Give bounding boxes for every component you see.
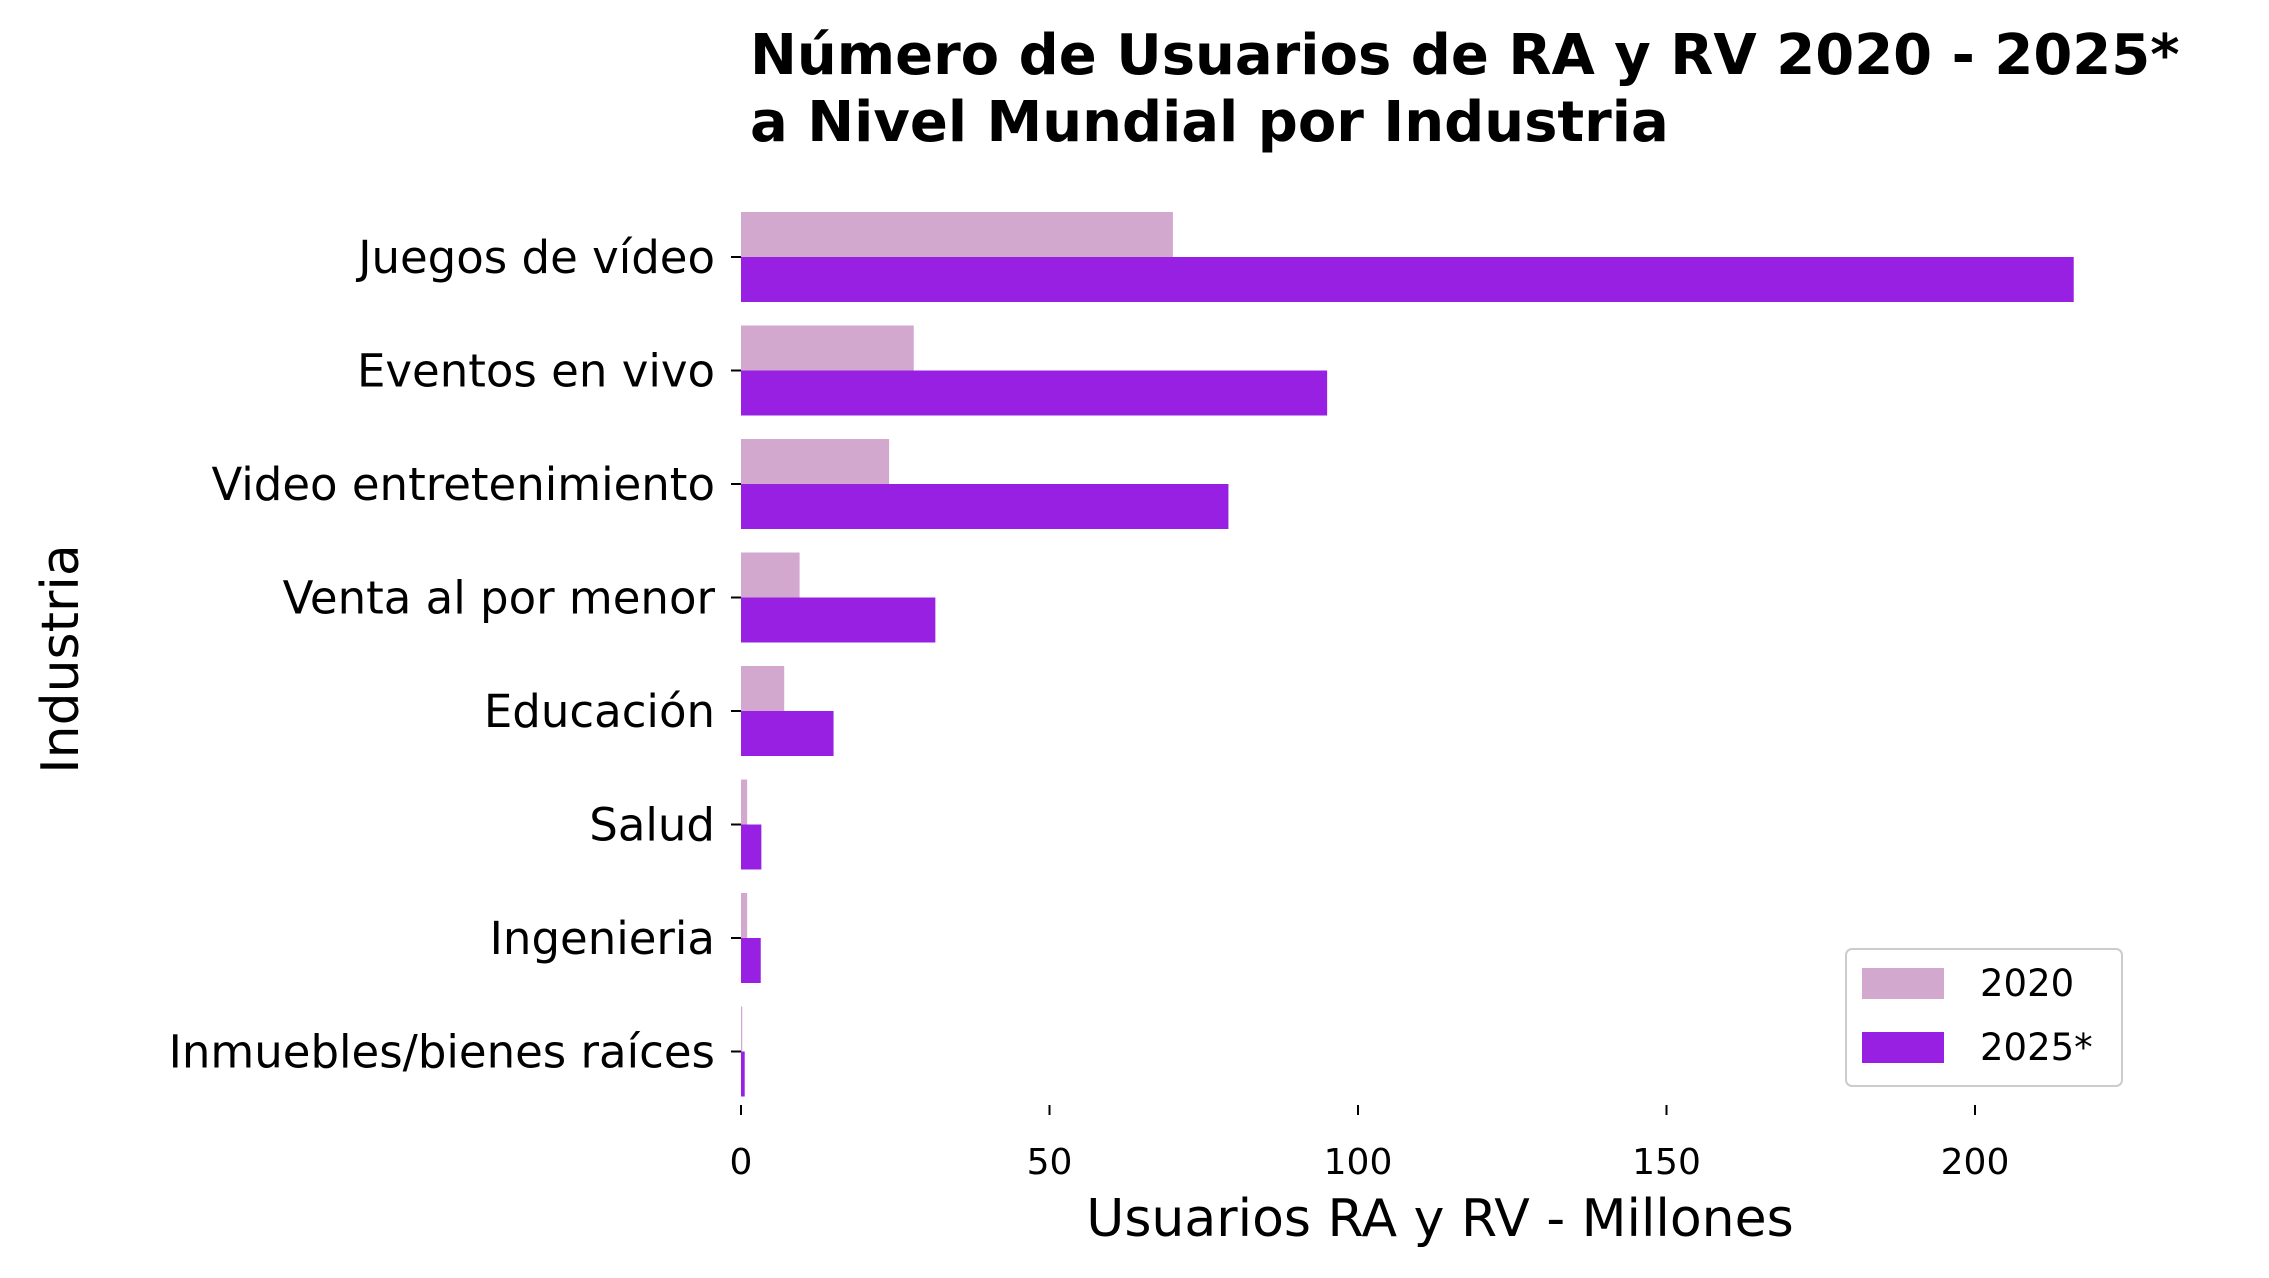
category-label: Video entretenimiento <box>211 458 715 511</box>
legend-label: 2020 <box>1980 962 2074 1005</box>
bar-2020-6 <box>741 893 748 938</box>
bar-2025-5 <box>741 824 762 870</box>
legend-swatch <box>1862 1032 1944 1063</box>
bar-2025-1 <box>741 370 1328 416</box>
bar-2020-1 <box>741 325 914 371</box>
x-axis-label: Usuarios RA y RV - Millones <box>1086 1189 1793 1249</box>
bar-2025-7 <box>741 1051 745 1097</box>
x-tick-label: 100 <box>1324 1142 1393 1183</box>
legend: 2020 2025* <box>1845 948 2123 1087</box>
chart-title: Número de Usuarios de RA y RV 2020 - 202… <box>750 23 2180 155</box>
bar-2025-4 <box>741 711 834 756</box>
x-tick-label: 50 <box>1027 1142 1073 1183</box>
x-tick-label: 200 <box>1941 1142 2010 1183</box>
chart-title-line-2: a Nivel Mundial por Industria <box>750 90 1669 155</box>
bar-2020-3 <box>741 552 800 598</box>
bar-2020-7 <box>741 1006 743 1052</box>
bar-2020-0 <box>741 212 1173 257</box>
bar-2025-3 <box>741 597 936 643</box>
bar-2020-4 <box>741 666 785 711</box>
legend-swatch <box>1862 968 1944 999</box>
category-label: Juegos de vídeo <box>355 231 715 284</box>
y-axis-label: Industria <box>31 544 91 773</box>
x-tick-label: 150 <box>1632 1142 1701 1183</box>
category-label: Educación <box>484 685 715 738</box>
category-label: Eventos en vivo <box>357 345 715 398</box>
category-label: Venta al por menor <box>283 572 716 625</box>
bar-2020-5 <box>741 779 748 825</box>
bar-2020-2 <box>741 439 890 484</box>
x-axis: 0 50 100 150 200 <box>730 1105 2010 1183</box>
category-label: Inmuebles/bienes raíces <box>169 1026 715 1079</box>
category-label: Salud <box>589 799 715 852</box>
category-label: Ingenieria <box>490 912 715 965</box>
bar-2025-6 <box>741 938 761 983</box>
legend-label: 2025* <box>1980 1026 2093 1069</box>
y-axis: Juegos de vídeo Eventos en vivo Video entr… <box>169 231 741 1079</box>
plot-area <box>741 212 2074 1097</box>
chart-title-line-1: Número de Usuarios de RA y RV 2020 - 202… <box>750 23 2180 88</box>
bar-2025-2 <box>741 484 1229 529</box>
bar-2025-0 <box>741 257 2074 302</box>
x-tick-label: 0 <box>730 1142 753 1183</box>
